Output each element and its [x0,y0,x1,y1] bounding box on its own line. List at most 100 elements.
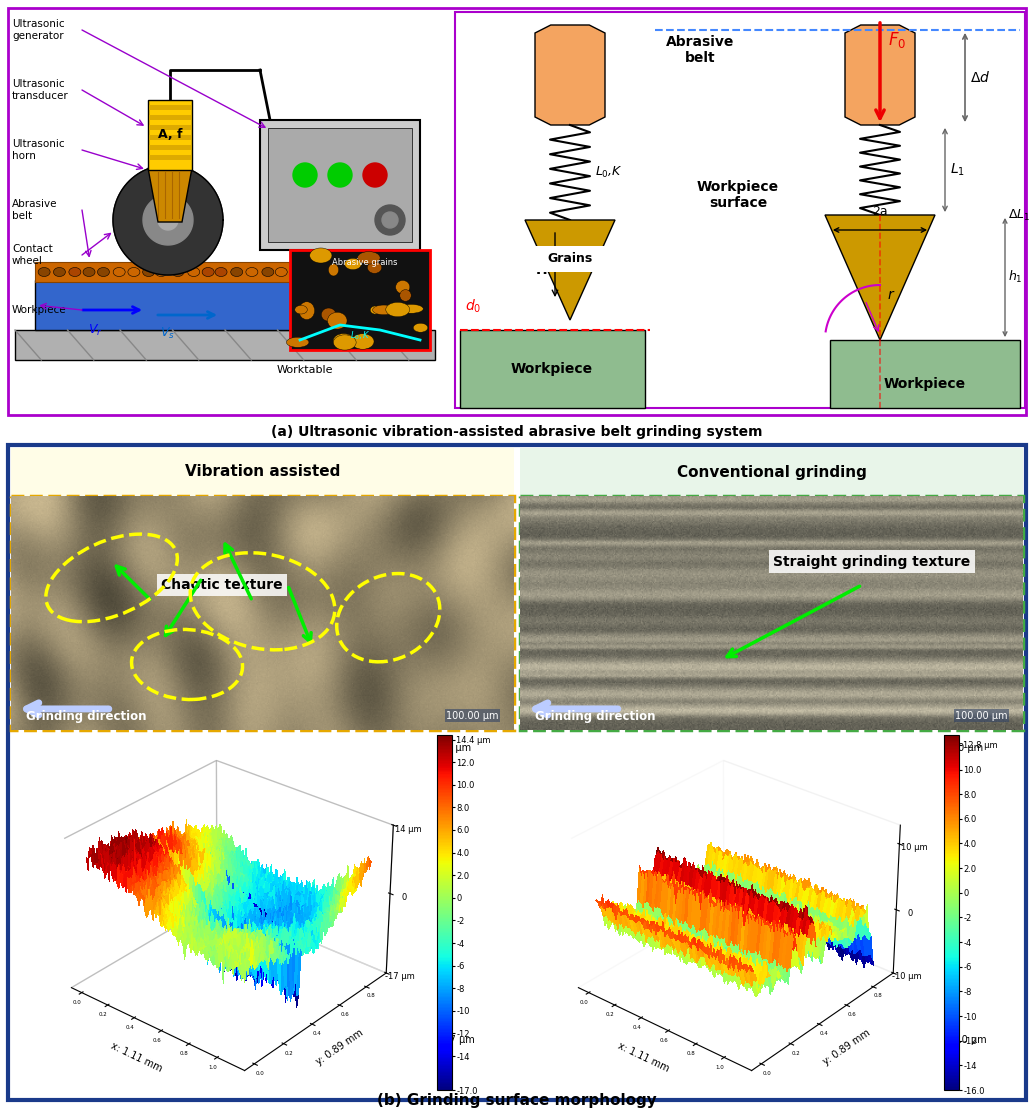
Ellipse shape [295,306,307,314]
Text: 14 μm: 14 μm [440,743,472,753]
Text: Workpiece: Workpiece [12,305,66,315]
Ellipse shape [83,268,95,277]
Ellipse shape [396,280,409,294]
Ellipse shape [231,268,243,277]
Bar [260,120,420,250]
Bar [290,250,430,350]
Bar [35,262,315,282]
Text: Grinding groove: Grinding groove [722,1065,807,1075]
Polygon shape [825,215,935,340]
Bar [268,128,412,242]
Ellipse shape [143,268,155,277]
Text: Abrasive
belt: Abrasive belt [12,199,58,221]
Text: r: r [888,288,893,302]
Bar [460,330,645,408]
Bar [149,125,191,130]
Text: Ultrasonic
horn: Ultrasonic horn [12,139,64,161]
Text: $V_s$: $V_s$ [160,326,175,341]
Ellipse shape [292,268,303,277]
Ellipse shape [38,268,50,277]
Ellipse shape [333,335,356,350]
Ellipse shape [322,308,336,321]
Ellipse shape [275,268,287,277]
Text: 100.00 μm: 100.00 μm [447,711,499,721]
Ellipse shape [246,268,257,277]
Polygon shape [143,195,193,245]
Circle shape [382,212,398,228]
Text: -10 μm: -10 μm [952,1035,986,1045]
Text: $L_1$: $L_1$ [950,162,965,178]
Ellipse shape [286,337,309,347]
Bar [16,330,435,360]
Text: $\Delta L_1$: $\Delta L_1$ [1008,208,1030,222]
Polygon shape [113,165,223,275]
Text: A, f: A, f [158,129,182,141]
Circle shape [328,163,352,187]
Ellipse shape [367,261,382,274]
Ellipse shape [370,306,381,315]
Bar [149,115,191,120]
Ellipse shape [299,301,314,319]
Ellipse shape [113,268,125,277]
Text: $h_1$: $h_1$ [1008,269,1023,285]
X-axis label: x: 1.11 mm: x: 1.11 mm [616,1041,671,1074]
Ellipse shape [414,324,428,332]
Ellipse shape [333,334,355,348]
Bar [520,448,1023,496]
Text: (a) Ultrasonic vibration-assisted abrasive belt grinding system: (a) Ultrasonic vibration-assisted abrasi… [271,425,763,439]
Ellipse shape [202,268,214,277]
Ellipse shape [97,268,110,277]
Text: Deep grinding groove: Deep grinding groove [205,1065,318,1075]
Text: Grinding direction: Grinding direction [26,709,147,723]
Ellipse shape [262,268,274,277]
Text: Abrasive grains: Abrasive grains [332,258,398,267]
Text: H: H [537,264,548,277]
Text: Workpiece
surface: Workpiece surface [697,180,779,210]
Text: (b) Grinding surface morphology: (b) Grinding surface morphology [377,1093,657,1108]
Text: Grains: Grains [547,252,592,266]
Text: Chaotic texture: Chaotic texture [161,578,283,592]
Text: Ultrasonic
transducer: Ultrasonic transducer [12,79,68,101]
Text: Worktable: Worktable [277,365,333,375]
Ellipse shape [358,251,381,264]
Ellipse shape [344,258,362,270]
Text: $\Delta d$: $\Delta d$ [970,69,991,85]
Bar [149,135,191,140]
Text: Ribbed
continuous
texture: Ribbed continuous texture [722,755,780,788]
Bar [11,496,514,729]
Text: Straight grinding texture: Straight grinding texture [773,555,971,568]
Ellipse shape [188,268,200,277]
Ellipse shape [155,268,168,277]
Text: $V_r$: $V_r$ [88,322,102,338]
Ellipse shape [352,334,374,349]
Text: Ultrasonic
generator: Ultrasonic generator [12,19,64,41]
Text: 100.00 μm: 100.00 μm [955,711,1008,721]
Bar [149,155,191,160]
Ellipse shape [172,268,184,277]
Ellipse shape [399,305,423,314]
Text: 10 μm: 10 μm [952,743,983,753]
Ellipse shape [54,268,65,277]
Text: -17 μm: -17 μm [440,1035,475,1045]
Text: Arc-shaped two-
dimensional
surface texture: Arc-shaped two- dimensional surface text… [235,759,321,793]
FancyBboxPatch shape [533,246,607,272]
Polygon shape [525,220,615,320]
Text: $L_0,K$: $L_0,K$ [349,329,370,342]
Polygon shape [148,168,192,222]
Polygon shape [535,24,605,125]
Text: Conventional grinding: Conventional grinding [676,465,866,479]
Circle shape [363,163,387,187]
Bar [8,445,1026,1100]
Text: 2a: 2a [873,205,888,218]
Y-axis label: y: 0.89 mm: y: 0.89 mm [821,1027,873,1066]
Ellipse shape [386,302,409,317]
Polygon shape [845,24,915,125]
Ellipse shape [400,289,412,301]
Text: Vibration assisted: Vibration assisted [185,465,340,479]
Bar [148,100,192,170]
Ellipse shape [328,312,347,329]
Text: Workpiece: Workpiece [884,377,966,391]
Ellipse shape [372,305,395,315]
Bar [830,340,1020,408]
Text: Workpiece: Workpiece [511,363,594,376]
